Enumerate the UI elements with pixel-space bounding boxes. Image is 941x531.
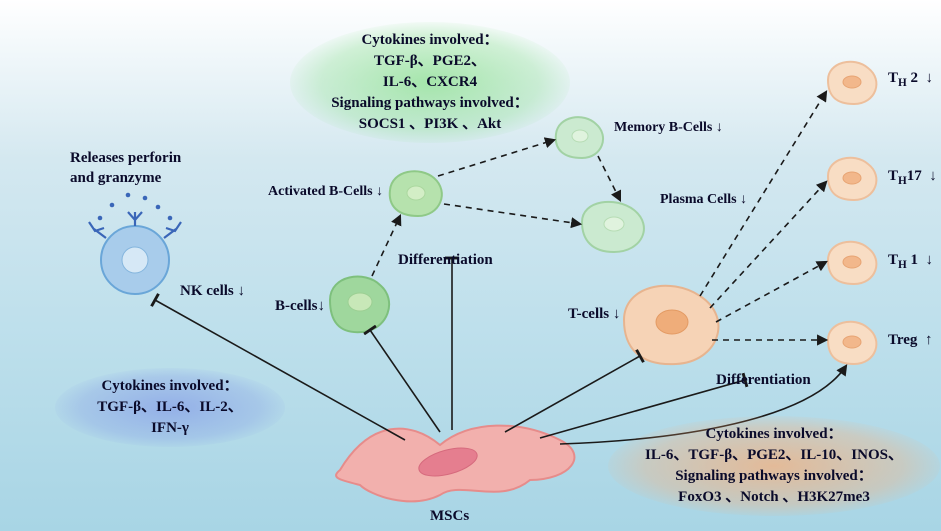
memory-b-label: Memory B-Cells ↓ xyxy=(614,120,723,136)
b-cells-label: B-cells↓ xyxy=(275,298,325,315)
treg-label: Treg ↑ xyxy=(888,332,932,349)
orange-cytokines-box: Cytokines involved： IL-6、TGF-β、PGE2、IL-1… xyxy=(608,416,940,516)
th2-label: TH 2 ↓ xyxy=(888,70,933,89)
t-cells-label: T-cells ↓ xyxy=(568,306,620,323)
th1-label: TH 1 ↓ xyxy=(888,252,933,271)
plasma-label: Plasma Cells ↓ xyxy=(660,192,747,208)
differentiation-b-label: Differentiation xyxy=(398,252,493,269)
activated-b-label: Activated B-Cells ↓ xyxy=(268,184,383,200)
th17-label: TH17 ↓ xyxy=(888,168,937,187)
nk-release-label: Releases perforinand granzyme xyxy=(70,148,181,189)
differentiation-t-label: Differentiation xyxy=(716,372,811,389)
msc-label: MSCs xyxy=(430,508,469,525)
green-cytokines-box: Cytokines involved： TGF-β、PGE2、 IL-6、CXC… xyxy=(290,22,570,143)
blue-cytokines-box: Cytokines involved： TGF-β、IL-6、IL-2、 IFN… xyxy=(55,368,285,447)
nk-cells-label: NK cells ↓ xyxy=(180,283,245,300)
